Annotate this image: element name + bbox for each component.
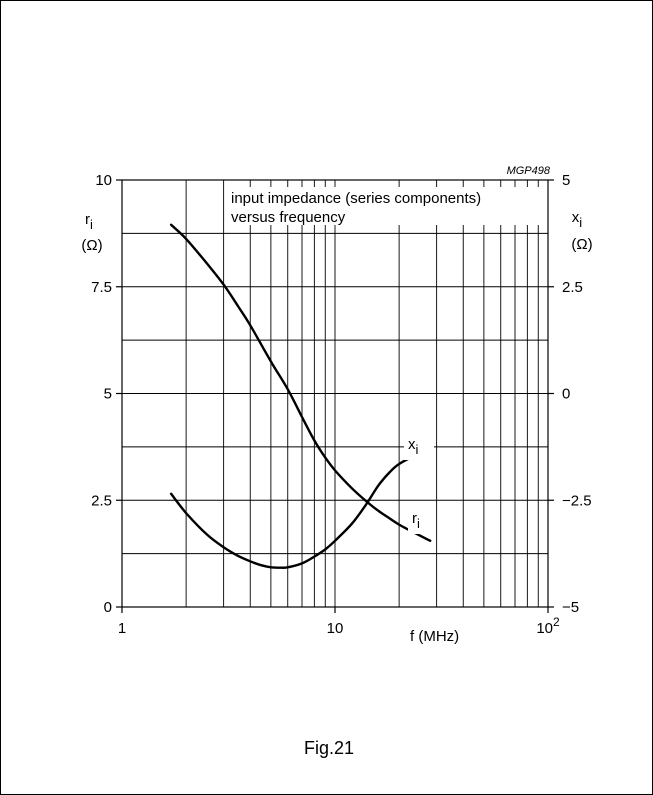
x-axis-tick-label: 10 [327,620,344,637]
series-label-ri: ri [412,510,420,531]
axis-ticks: 0 2.5 5 7.5 10 −5 −2.5 0 2.5 5 1 10 102 [91,172,591,637]
figure-code: MGP498 [507,165,551,177]
chart-title-line-1: input impedance (series components) [231,190,481,207]
series-label-backdrop-ri [408,508,434,534]
series-label-backdrop-xi [404,436,434,460]
x-axis-tick-label: 102 [536,615,560,637]
series-label-xi: xi [408,436,419,457]
left-axis-symbol: ri [85,211,93,232]
right-axis-tick-label: 0 [562,386,570,403]
x-axis-title: f (MHz) [410,628,459,645]
left-axis-tick-label: 2.5 [91,492,112,509]
title-backdrop [228,187,546,225]
right-axis-symbol: xi [572,209,583,230]
right-axis-unit: (Ω) [571,236,592,253]
right-axis-tick-label: −2.5 [562,492,592,509]
left-axis-tick-label: 10 [95,172,112,189]
right-axis-tick-label: 2.5 [562,279,583,296]
figure-caption: Fig.21 [304,738,354,758]
chart-title-line-2: versus frequency [231,209,346,226]
left-axis-unit: (Ω) [81,237,102,254]
grid-lines [122,180,548,607]
right-axis-tick-label: 5 [562,172,570,189]
left-axis-tick-label: 0 [104,599,112,616]
left-axis-tick-label: 7.5 [91,279,112,296]
x-axis-tick-label: 1 [118,620,126,637]
right-axis-tick-label: −5 [562,599,579,616]
curve-xi [169,449,432,569]
left-axis-tick-label: 5 [104,386,112,403]
curves [169,223,432,569]
curve-ri [169,223,432,542]
